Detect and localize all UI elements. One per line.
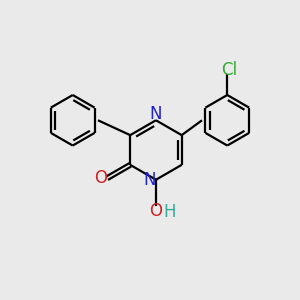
Text: N: N <box>150 105 162 123</box>
Text: O: O <box>149 202 162 220</box>
Text: O: O <box>94 169 108 187</box>
Text: H: H <box>163 203 176 221</box>
Text: N: N <box>143 171 156 189</box>
Text: Cl: Cl <box>221 61 237 79</box>
